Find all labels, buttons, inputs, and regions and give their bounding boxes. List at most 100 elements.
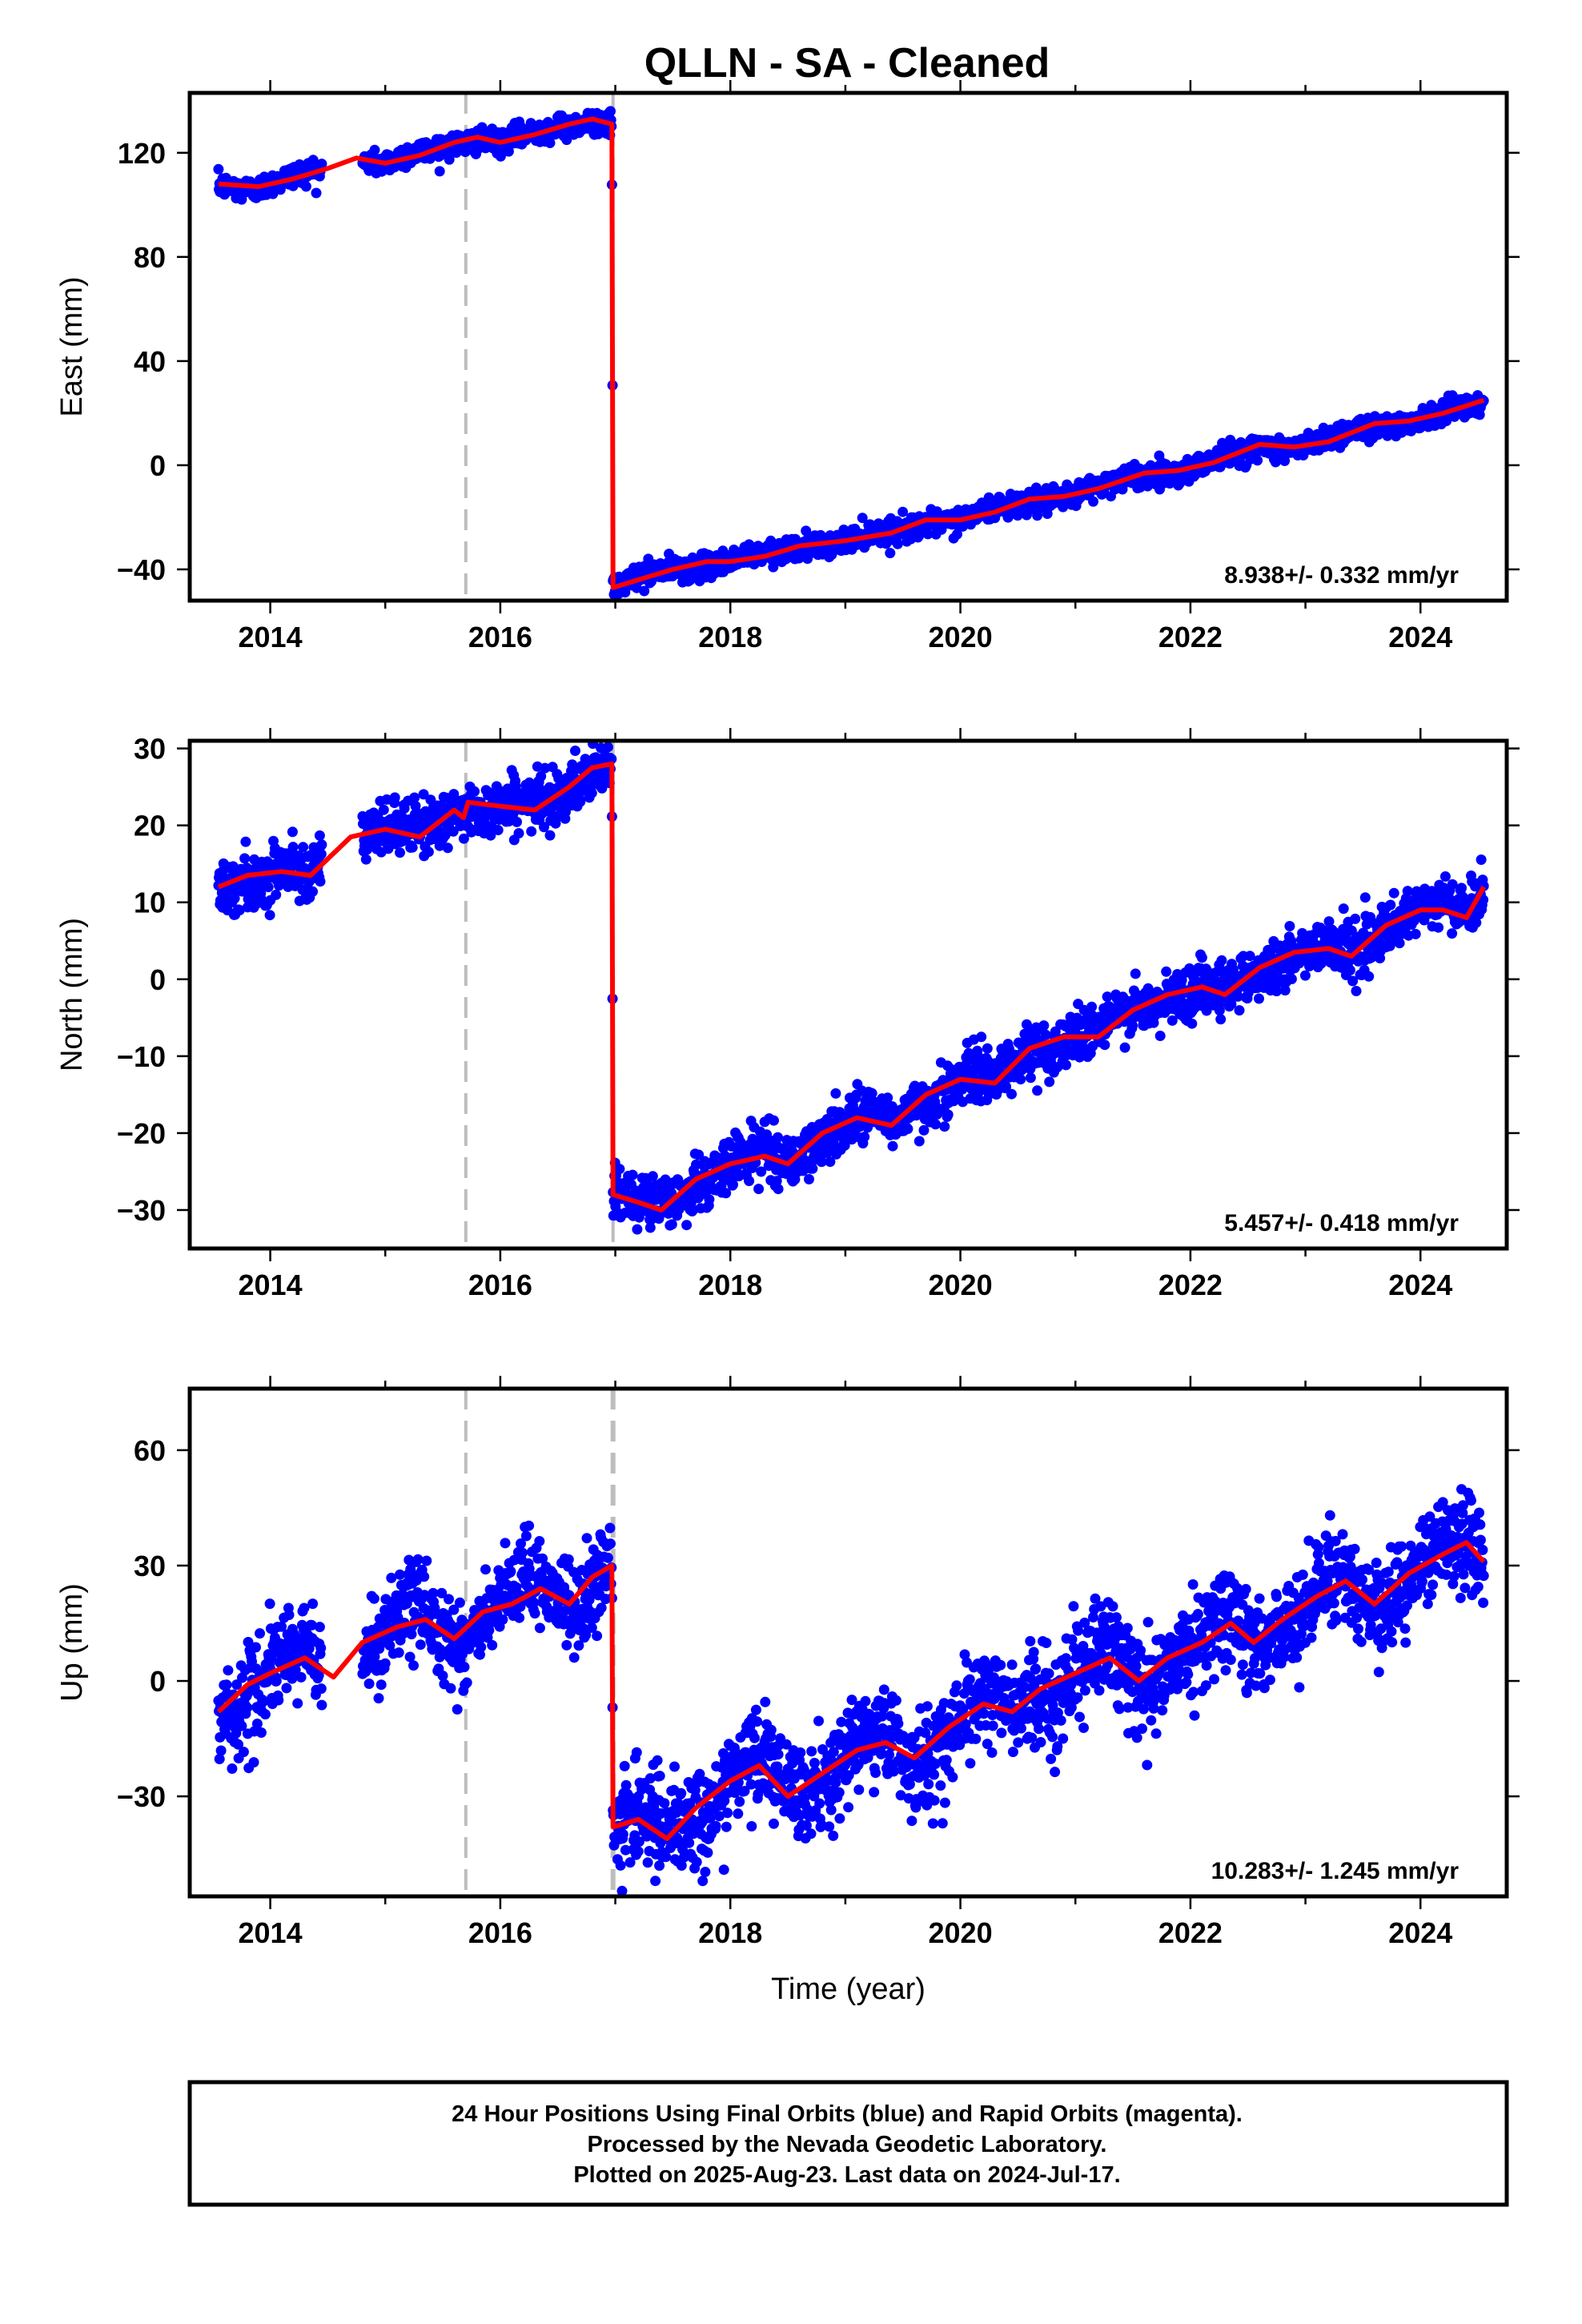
north-rate-label: 5.457+/- 0.418 mm/yr: [1224, 1210, 1459, 1236]
north-data-point: [1032, 1085, 1043, 1096]
east-y-tick-label: −40: [117, 553, 166, 586]
north-data-point: [1385, 899, 1396, 911]
north-data-point: [389, 792, 400, 803]
north-data-point: [1394, 938, 1405, 949]
north-data-point: [264, 910, 275, 921]
north-data-point: [1025, 1072, 1036, 1084]
north-data-point: [234, 905, 245, 915]
up-data-point: [223, 1665, 234, 1676]
north-data-point: [1244, 951, 1255, 962]
north-data-point: [1186, 1018, 1198, 1029]
east-y-tick-label: 120: [118, 137, 166, 170]
north-data-point: [666, 1219, 677, 1230]
east-data-point: [857, 513, 868, 524]
north-x-tick-label: 2020: [929, 1269, 993, 1301]
north-y-tick-label: −10: [117, 1040, 166, 1073]
north-data-point: [1226, 999, 1237, 1010]
east-data-point: [1441, 416, 1452, 427]
north-data-point: [315, 849, 327, 859]
north-data-point: [830, 1088, 841, 1099]
north-data-point: [681, 1220, 693, 1231]
north-data-point: [1299, 970, 1311, 981]
north-data-point: [570, 746, 580, 756]
north-data-point: [458, 833, 469, 844]
north-data-point: [1323, 916, 1335, 927]
north-data-point: [423, 846, 434, 858]
east-data-point: [544, 138, 556, 148]
north-data-point: [1061, 1059, 1071, 1071]
east-x-tick-label: 2024: [1388, 621, 1452, 653]
north-data-point: [539, 822, 549, 833]
north-data-point: [602, 742, 613, 753]
east-data-point: [768, 561, 779, 573]
north-data-point: [825, 1156, 836, 1168]
north-data-point: [287, 826, 298, 838]
east-data-point: [639, 585, 650, 597]
east-y-tick-label: 40: [134, 345, 166, 378]
east-x-tick-label: 2022: [1158, 621, 1223, 653]
east-y-tick-label: 0: [150, 449, 166, 482]
north-data-point: [1439, 871, 1451, 882]
north-data-point: [1456, 883, 1467, 894]
east-data-point: [369, 144, 380, 155]
north-data-point: [239, 853, 251, 864]
north-y-tick-label: 20: [134, 810, 166, 842]
north-data-point: [492, 825, 504, 835]
north-data-point: [1086, 1001, 1098, 1012]
north-data-point: [1234, 1005, 1245, 1016]
east-data-point: [213, 163, 224, 175]
north-data-point: [526, 826, 537, 837]
north-data-point: [315, 876, 326, 887]
north-data-point: [240, 836, 251, 847]
north-data-point: [1344, 965, 1355, 975]
east-data-point: [892, 538, 903, 549]
north-data-point: [1402, 886, 1413, 897]
up-data-point: [214, 1754, 225, 1764]
north-data-point: [1215, 1014, 1227, 1025]
east-x-tick-label: 2018: [698, 621, 762, 653]
north-data-point: [544, 830, 556, 841]
north-data-point: [606, 754, 617, 765]
north-data-point: [1271, 986, 1282, 997]
north-data-point: [1216, 955, 1227, 966]
east-data-point: [1013, 509, 1024, 520]
north-data-point: [902, 1124, 913, 1135]
north-data-point: [1410, 928, 1421, 939]
north-data-point: [614, 1164, 625, 1175]
north-y-tick-label: 10: [134, 887, 166, 919]
north-data-point: [1433, 922, 1444, 933]
north-data-point: [1351, 986, 1362, 996]
north-x-tick-label: 2024: [1388, 1269, 1452, 1301]
north-data-point: [1447, 879, 1458, 890]
east-model-line: [218, 116, 1485, 590]
north-data-point: [469, 786, 480, 797]
north-data-point: [644, 1222, 656, 1233]
north-data-point: [1044, 1076, 1055, 1088]
north-data-point: [1346, 925, 1357, 936]
east-x-tick-label: 2016: [468, 621, 532, 653]
north-x-tick-label: 2014: [239, 1269, 303, 1301]
north-data-point: [887, 1140, 898, 1152]
north-y-tick-label: −30: [117, 1194, 166, 1227]
east-data-point: [897, 506, 909, 517]
north-data-point: [1040, 1029, 1051, 1040]
north-data-point: [512, 816, 522, 827]
north-data-point: [1130, 968, 1141, 979]
east-panel: 2014 2016 2018 2020 2022 2024−4004080120East …: [55, 80, 1520, 653]
east-data-point: [434, 166, 445, 177]
north-data-point: [1284, 921, 1295, 931]
north-data-point: [771, 1176, 782, 1187]
north-data-point: [913, 1136, 925, 1147]
north-model-line: [217, 761, 1486, 1212]
north-data-point: [360, 854, 371, 865]
north-data-point: [1338, 903, 1349, 915]
north-data-point: [575, 796, 586, 807]
east-rate-label: 8.938+/- 0.332 mm/yr: [1224, 562, 1459, 589]
north-data-point: [316, 839, 327, 850]
east-data-point: [605, 106, 616, 117]
north-data-point: [1161, 966, 1172, 977]
north-data-point: [287, 842, 299, 853]
north-data-point: [1038, 1020, 1050, 1031]
east-data-point: [311, 187, 322, 199]
